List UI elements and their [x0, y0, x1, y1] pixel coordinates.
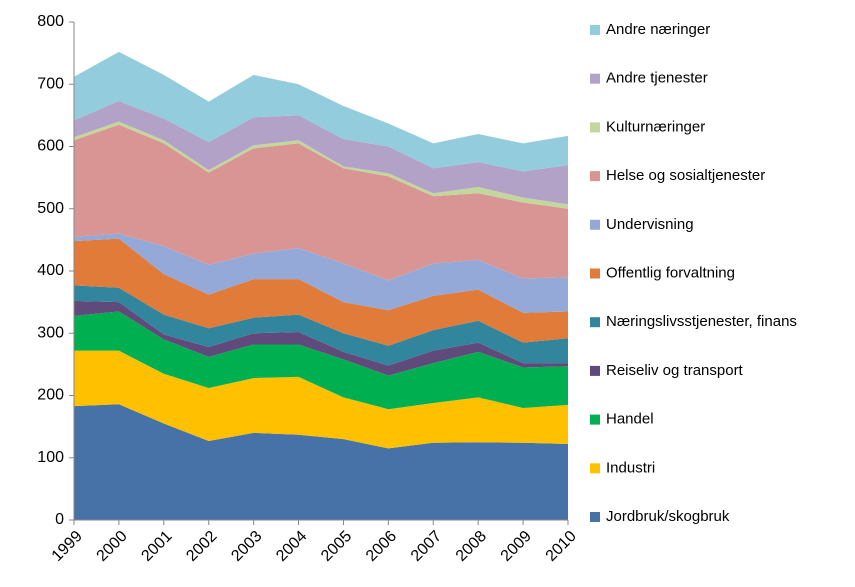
- legend-swatch: [590, 463, 600, 474]
- legend-swatch: [590, 512, 600, 522]
- area: [74, 285, 568, 366]
- x-tick-label: 2007: [408, 528, 445, 565]
- y-tick-label: 100: [37, 449, 64, 466]
- x-tick-label: 2006: [363, 528, 400, 565]
- y-tick-label: 400: [37, 262, 64, 279]
- legend-label: Næringslivsstjenester, finans: [606, 313, 797, 330]
- legend-label: Offentlig forvaltning: [606, 264, 735, 281]
- x-tick-label: 2003: [228, 528, 265, 565]
- legend-swatch: [590, 219, 600, 230]
- legend-swatch: [590, 414, 600, 425]
- x-tick-label: 2009: [498, 528, 535, 565]
- x-tick-label: 2010: [543, 528, 580, 565]
- area: [74, 404, 568, 520]
- area: [74, 233, 568, 313]
- area: [74, 121, 568, 209]
- area: [74, 238, 568, 346]
- legend-swatch: [590, 268, 600, 279]
- legend-label: Kulturnæringer: [606, 118, 705, 135]
- x-tick-label: 2002: [183, 528, 220, 565]
- legend-label: Andre tjenester: [606, 70, 708, 87]
- area: [74, 311, 568, 410]
- y-tick-label: 700: [37, 75, 64, 92]
- area: [74, 101, 568, 205]
- legend-swatch: [590, 73, 600, 84]
- legend-swatch: [590, 317, 600, 328]
- x-tick-label: 2004: [273, 528, 310, 565]
- y-tick-label: 300: [37, 324, 64, 341]
- legend-label: Reiseliv og transport: [606, 362, 744, 379]
- legend-label: Handel: [606, 411, 654, 428]
- legend-swatch: [590, 25, 600, 35]
- y-tick-label: 600: [37, 138, 64, 155]
- x-tick-label: 2005: [318, 528, 355, 565]
- x-tick-label: 2008: [453, 528, 490, 565]
- y-tick-label: 800: [37, 13, 64, 30]
- x-tick-label: 2001: [138, 528, 175, 565]
- y-tick-label: 0: [55, 511, 64, 528]
- legend-label: Andre næringer: [606, 21, 710, 38]
- legend-swatch: [590, 122, 600, 133]
- legend-label: Industri: [606, 459, 655, 476]
- legend-label: Undervisning: [606, 216, 694, 233]
- area: [74, 350, 568, 449]
- y-tick-label: 200: [37, 387, 64, 404]
- legend-swatch: [590, 365, 600, 376]
- area: [74, 124, 568, 281]
- legend-swatch: [590, 171, 600, 182]
- area: [74, 300, 568, 376]
- legend-label: Helse og sosialtjenester: [606, 167, 765, 184]
- legend-label: Jordbruk/skogbruk: [606, 508, 730, 525]
- y-tick-label: 500: [37, 200, 64, 217]
- x-tick-label: 1999: [49, 528, 86, 565]
- area: [74, 51, 568, 172]
- x-tick-label: 2000: [94, 528, 131, 565]
